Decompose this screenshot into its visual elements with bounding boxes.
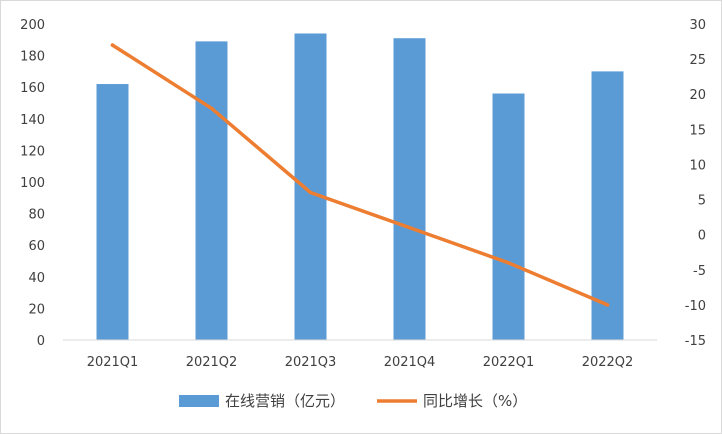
bar-2021Q4: [393, 38, 426, 340]
x-tick-label: 2021Q2: [186, 355, 238, 370]
y2-tick-label: 15: [689, 123, 706, 138]
bar-2022Q2: [591, 71, 624, 341]
y2-tick-label: -10: [685, 299, 706, 314]
y2-tick-label: -15: [685, 334, 706, 349]
y-tick-label: 80: [28, 208, 45, 223]
bar-2021Q2: [195, 41, 228, 340]
y-tick-label: 60: [28, 239, 45, 254]
y2-tick-label: 5: [698, 194, 706, 209]
y2-tick-label: -5: [693, 264, 706, 279]
y-tick-label: 100: [20, 176, 45, 191]
y2-tick-label: 0: [698, 229, 706, 244]
bar-2021Q3: [294, 33, 327, 340]
growth-point-2021Q4: [407, 225, 412, 230]
y-tick-label: 160: [20, 81, 45, 96]
growth-line: [110, 43, 610, 307]
growth-point-2021Q3: [308, 190, 313, 195]
y2-tick-label: 20: [689, 88, 706, 103]
y2-tick-label: 25: [689, 53, 706, 68]
plot-area: 0 20 40 60 80 100 120 140 160 180 200 -15 -10 -5 0 5 10 1…: [20, 18, 706, 370]
legend-bar-label: 在线营销（亿元）: [225, 392, 345, 410]
growth-point-2021Q1: [110, 43, 115, 47]
legend: 在线营销（亿元） 同比增长（%）: [179, 392, 527, 410]
x-tick-label: 2022Q2: [582, 355, 634, 370]
y-tick-label: 180: [20, 50, 45, 65]
growth-point-2022Q1: [506, 260, 511, 265]
y-tick-label: 20: [28, 302, 45, 317]
x-tick-label: 2021Q4: [384, 355, 436, 370]
y2-tick-label: 30: [689, 18, 706, 33]
y2-tick-label: 10: [689, 158, 706, 173]
x-tick-label: 2021Q3: [285, 355, 337, 370]
y-tick-label: 200: [20, 18, 45, 33]
x-tick-label: 2021Q1: [87, 355, 139, 370]
growth-point-2021Q2: [209, 106, 214, 111]
y-tick-label: 140: [20, 113, 45, 128]
y-tick-label: 40: [28, 271, 45, 286]
legend-bar-swatch: [179, 395, 219, 407]
y-tick-label: 120: [20, 144, 45, 159]
growth-point-2022Q2: [605, 303, 610, 307]
bar-2022Q1: [492, 93, 525, 341]
bar-2021Q1: [96, 84, 129, 340]
x-tick-label: 2022Q1: [483, 355, 535, 370]
y-tick-label: 0: [37, 334, 45, 349]
legend-line-label: 同比增长（%）: [423, 392, 527, 410]
